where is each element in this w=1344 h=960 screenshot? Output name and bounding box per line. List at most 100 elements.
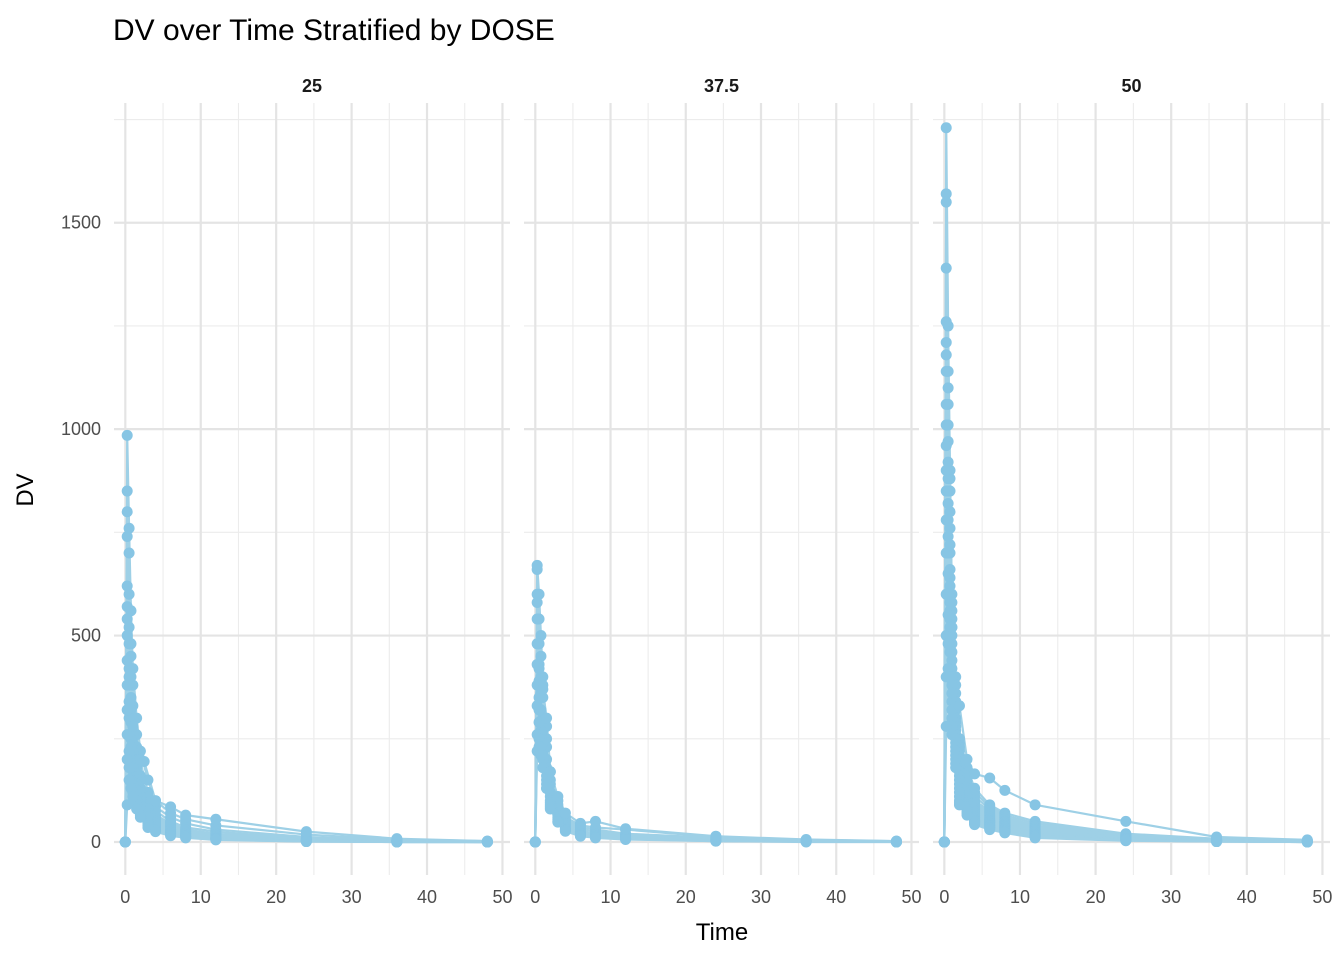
data-point (944, 522, 956, 534)
y-tick-label: 1500 (61, 213, 101, 233)
data-point (544, 766, 556, 778)
series-line (943, 444, 1308, 843)
data-point (300, 836, 312, 848)
data-point (123, 638, 135, 650)
x-tick-label: 10 (1010, 887, 1030, 907)
series-line (534, 642, 897, 844)
data-point (940, 188, 952, 200)
series-line (124, 617, 488, 843)
data-point (531, 597, 543, 609)
series-line (943, 192, 1308, 842)
data-point (1211, 831, 1223, 843)
x-tick-label: 40 (1237, 887, 1257, 907)
series-line (943, 341, 1308, 843)
series-line (943, 613, 1308, 844)
data-point (123, 745, 135, 757)
data-point (165, 830, 177, 842)
data-point (946, 687, 958, 699)
x-tick-label: 20 (1086, 887, 1106, 907)
data-point (940, 196, 952, 208)
data-point (531, 588, 543, 600)
data-point (620, 823, 632, 835)
data-point (121, 485, 133, 497)
data-point (940, 419, 952, 431)
data-point (552, 816, 564, 828)
data-point (946, 621, 958, 633)
x-tick-label: 20 (266, 887, 286, 907)
x-tick-label: 30 (1161, 887, 1181, 907)
data-point (890, 835, 902, 847)
data-point (127, 720, 139, 732)
data-point (942, 497, 954, 509)
data-point (123, 522, 135, 534)
data-point (123, 762, 135, 774)
data-point (165, 801, 177, 813)
series-line (943, 200, 1308, 843)
x-tick-label: 50 (901, 887, 921, 907)
data-point (940, 262, 952, 274)
data-point (589, 815, 601, 827)
series-line (943, 423, 1308, 843)
chart-title: DV over Time Stratified by DOSE (113, 14, 555, 47)
series-line (534, 564, 897, 843)
series-line (943, 353, 1308, 842)
series-line (534, 683, 897, 844)
data-point (800, 834, 812, 845)
data-point (123, 774, 135, 786)
data-point (533, 733, 545, 745)
data-point (940, 514, 952, 526)
data-point (210, 834, 222, 846)
data-point (533, 741, 545, 753)
data-point (481, 835, 493, 847)
data-point (944, 580, 956, 592)
data-point (950, 762, 962, 774)
data-point (125, 782, 137, 794)
data-point (940, 316, 952, 328)
data-point (574, 830, 586, 842)
data-point (940, 440, 952, 452)
data-point (620, 834, 632, 845)
data-point (953, 799, 965, 811)
data-point (940, 349, 952, 361)
data-point (149, 795, 161, 807)
data-point (953, 700, 965, 712)
data-point (1029, 832, 1041, 844)
data-point (942, 473, 954, 485)
data-point (942, 663, 954, 675)
data-point (123, 671, 135, 683)
data-point (946, 729, 958, 741)
data-point (940, 336, 952, 348)
x-tick-label: 0 (939, 887, 949, 907)
data-point (127, 791, 139, 803)
data-point (1120, 835, 1132, 847)
series-line (943, 593, 1308, 844)
data-point (123, 696, 135, 708)
data-point (531, 564, 543, 575)
facet-label: 25 (302, 76, 322, 96)
data-point (121, 799, 133, 811)
data-point (961, 753, 973, 765)
data-point (942, 530, 954, 542)
data-point (1120, 815, 1132, 827)
data-point (121, 429, 133, 441)
data-point (121, 679, 133, 691)
panel-50: 50 0 10 20 30 40 50 (933, 76, 1332, 907)
data-point (946, 679, 958, 691)
data-point (942, 588, 954, 600)
y-tick-label: 500 (71, 626, 101, 646)
series-line (943, 489, 1308, 843)
data-point (944, 539, 956, 551)
data-point (940, 720, 952, 732)
data-point (999, 784, 1011, 796)
x-tick-label: 40 (417, 887, 437, 907)
data-point (119, 836, 131, 848)
data-point (944, 506, 956, 518)
y-tick-label: 1000 (61, 419, 101, 439)
data-point (123, 588, 135, 600)
series-line (943, 551, 1308, 844)
series-line (943, 403, 1308, 843)
data-point (121, 530, 133, 542)
x-tick-label: 0 (120, 887, 130, 907)
data-point (1029, 799, 1041, 811)
